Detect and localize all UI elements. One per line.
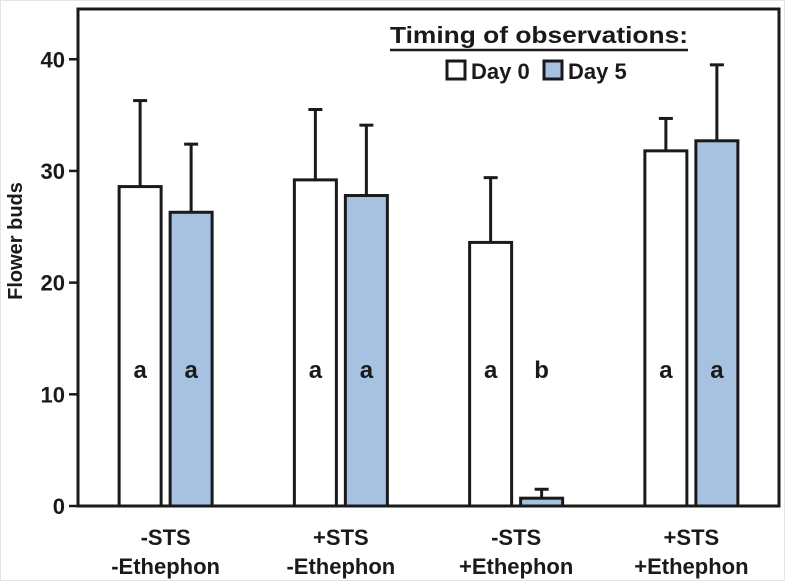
legend-swatch-day0 (445, 59, 467, 81)
legend-swatch-day5 (542, 59, 564, 81)
y-tick-label: 0 (53, 494, 65, 519)
y-axis-title: Flower buds (5, 182, 27, 300)
bar-day0-group3 (468, 240, 514, 508)
significance-letter: a (484, 357, 498, 384)
y-tick-label: 30 (41, 159, 65, 184)
significance-letter: a (184, 357, 198, 384)
bar-day5-group3 (519, 496, 565, 508)
y-tick-label: 10 (41, 382, 65, 407)
legend-title: Timing of observations: (390, 22, 688, 48)
bar-day5-group2 (343, 194, 389, 508)
plot-frame (76, 7, 781, 508)
significance-letter: a (309, 357, 323, 384)
x-category-label: +STS +Ethephon (634, 525, 748, 579)
bar-day5-group1 (168, 210, 214, 508)
significance-letter: a (659, 357, 673, 384)
significance-letter: a (133, 357, 147, 384)
legend-label-day5: Day 5 (568, 59, 627, 84)
bar-day0-group1 (117, 185, 163, 508)
bar-day0-group4 (643, 149, 689, 508)
x-category-label: -STS -Ethephon (111, 525, 220, 579)
significance-letter: a (710, 357, 724, 384)
legend-label-day0: Day 0 (471, 59, 530, 84)
y-tick-label: 40 (41, 47, 65, 72)
x-category-label: -STS +Ethephon (459, 525, 573, 579)
bar-day5-group4 (694, 139, 740, 508)
significance-letter: a (360, 357, 374, 384)
x-category-label: +STS -Ethephon (286, 525, 395, 579)
significance-letter: b (534, 357, 549, 384)
y-tick-label: 20 (41, 271, 65, 296)
bar-day0-group2 (292, 178, 338, 508)
